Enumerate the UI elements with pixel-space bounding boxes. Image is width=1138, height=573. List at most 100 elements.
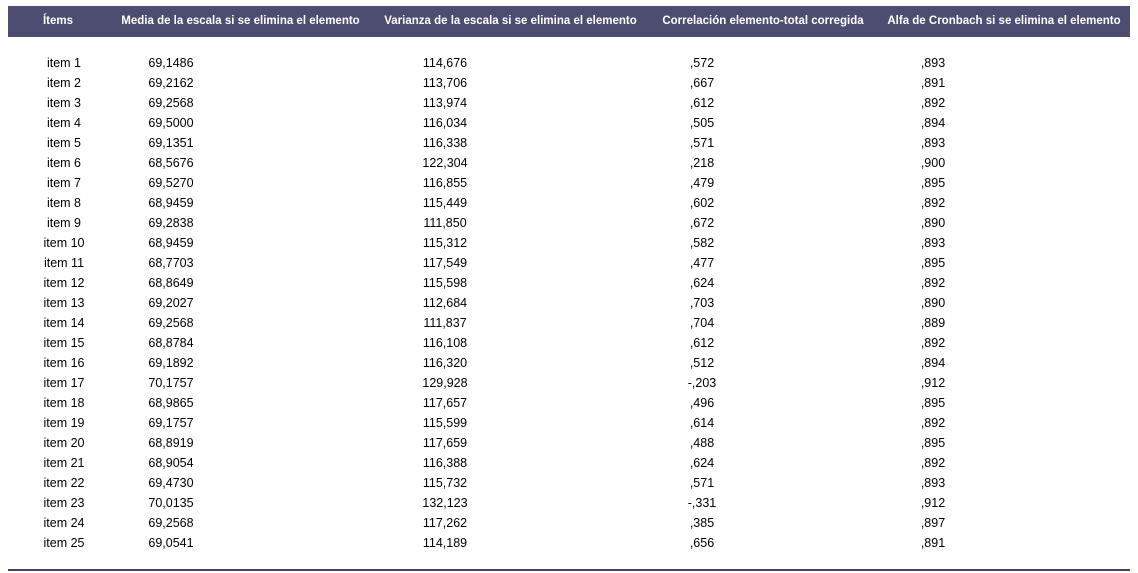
cell-value: ,893 (920, 56, 946, 70)
item-label: item 8 (46, 196, 82, 210)
cell-value: ,892 (920, 336, 946, 350)
table-row: item 9 69,2838 111,850 ,672 ,890 (8, 213, 1130, 233)
table-row: item 22 69,4730 115,732 ,571 ,893 (8, 473, 1130, 493)
cell-value: 132,123 (422, 496, 468, 510)
cell-value: 69,0541 (148, 536, 194, 550)
cell-value: 68,5676 (148, 156, 194, 170)
table-row: item 18 68,9865 117,657 ,496 ,895 (8, 393, 1130, 413)
cell-value: ,612 (689, 336, 715, 350)
column-header-5: Alfa de Cronbach si se elimina el elemen… (878, 6, 1130, 53)
table-row: item 25 69,0541 114,189 ,656 ,891 (8, 533, 1130, 553)
table-row: item 8 68,9459 115,449 ,602 ,892 (8, 193, 1130, 213)
cell-value: ,571 (689, 136, 715, 150)
item-label: item 17 (43, 376, 85, 390)
cell-value: 69,2568 (148, 516, 194, 530)
item-label: item 6 (46, 156, 82, 170)
cell-value: 117,657 (422, 396, 468, 410)
table-row: item 5 69,1351 116,338 ,571 ,893 (8, 133, 1130, 153)
item-label: item 10 (43, 236, 85, 250)
cell-value: 116,338 (422, 136, 468, 150)
item-label: item 9 (46, 216, 82, 230)
cell-value: 69,1757 (148, 416, 194, 430)
table-row: item 15 68,8784 116,108 ,612 ,892 (8, 333, 1130, 353)
table-row: item 4 69,5000 116,034 ,505 ,894 (8, 113, 1130, 133)
item-label: item 19 (43, 416, 85, 430)
cell-value: 117,549 (422, 256, 468, 270)
cell-value: ,667 (689, 76, 715, 90)
cell-value: 69,2568 (148, 316, 194, 330)
cell-value: 112,684 (422, 296, 468, 310)
cell-value: ,582 (689, 236, 715, 250)
table-row: item 21 68,9054 116,388 ,624 ,892 (8, 453, 1130, 473)
cell-value: ,890 (920, 216, 946, 230)
item-label: item 1 (46, 56, 82, 70)
cell-value: ,889 (920, 316, 946, 330)
cell-value: ,703 (689, 296, 715, 310)
item-label: item 3 (46, 96, 82, 110)
cell-value: 70,1757 (148, 376, 194, 390)
cell-value: 69,1351 (148, 136, 194, 150)
item-label: item 18 (43, 396, 85, 410)
cell-value: 68,9459 (148, 236, 194, 250)
cell-value: ,900 (920, 156, 946, 170)
cell-value: ,672 (689, 216, 715, 230)
cell-value: ,893 (920, 236, 946, 250)
cell-value: 113,706 (422, 76, 468, 90)
item-label: item 12 (43, 276, 85, 290)
cell-value: 69,5270 (148, 176, 194, 190)
cell-value: ,892 (920, 96, 946, 110)
cell-value: 116,108 (422, 336, 468, 350)
table-row: item 16 69,1892 116,320 ,512 ,894 (8, 353, 1130, 373)
cell-value: 117,659 (422, 436, 468, 450)
cell-value: ,477 (689, 256, 715, 270)
table-row: item 10 68,9459 115,312 ,582 ,893 (8, 233, 1130, 253)
cell-value: ,895 (920, 256, 946, 270)
cell-value: 68,8919 (148, 436, 194, 450)
item-total-statistics-table: Ítems Media de la escala si se elimina el… (8, 6, 1130, 553)
cell-value: ,897 (920, 516, 946, 530)
table-header-row: Ítems Media de la escala si se elimina el… (8, 6, 1130, 53)
table-row: item 3 69,2568 113,974 ,612 ,892 (8, 93, 1130, 113)
cell-value: 68,9865 (148, 396, 194, 410)
cell-value: ,624 (689, 276, 715, 290)
item-label: item 16 (43, 356, 85, 370)
cell-value: ,892 (920, 416, 946, 430)
table-row: item 2 69,2162 113,706 ,667 ,891 (8, 73, 1130, 93)
table-row: item 17 70,1757 129,928 -,203 ,912 (8, 373, 1130, 393)
column-header-2: Media de la escala si se elimina el elem… (108, 6, 373, 53)
item-label: item 24 (43, 516, 85, 530)
cell-value: -,331 (687, 496, 717, 510)
cell-value: 113,974 (422, 96, 468, 110)
cell-value: 69,2162 (148, 76, 194, 90)
table-row: item 7 69,5270 116,855 ,479 ,895 (8, 173, 1130, 193)
cell-value: ,895 (920, 176, 946, 190)
cell-value: ,893 (920, 476, 946, 490)
cell-value: 68,9459 (148, 196, 194, 210)
cell-value: 70,0135 (148, 496, 194, 510)
cell-value: ,218 (689, 156, 715, 170)
item-label: item 13 (43, 296, 85, 310)
cell-value: ,505 (689, 116, 715, 130)
cell-value: 68,8784 (148, 336, 194, 350)
cell-value: ,895 (920, 396, 946, 410)
cell-value: 68,9054 (148, 456, 194, 470)
cell-value: 116,320 (422, 356, 468, 370)
cell-value: 69,2838 (148, 216, 194, 230)
table-row: item 24 69,2568 117,262 ,385 ,897 (8, 513, 1130, 533)
table-row: item 11 68,7703 117,549 ,477 ,895 (8, 253, 1130, 273)
cell-value: 69,4730 (148, 476, 194, 490)
cell-value: -,203 (687, 376, 717, 390)
cell-value: 115,449 (422, 196, 468, 210)
cell-value: ,894 (920, 356, 946, 370)
cell-value: ,912 (920, 496, 946, 510)
table-row: item 12 68,8649 115,598 ,624 ,892 (8, 273, 1130, 293)
table-row: item 19 69,1757 115,599 ,614 ,892 (8, 413, 1130, 433)
cell-value: ,892 (920, 456, 946, 470)
cell-value: 129,928 (422, 376, 468, 390)
cell-value: ,572 (689, 56, 715, 70)
table-header: Ítems Media de la escala si se elimina el… (8, 6, 1130, 53)
item-label: item 14 (43, 316, 85, 330)
cell-value: ,656 (689, 536, 715, 550)
cell-value: 117,262 (422, 516, 468, 530)
